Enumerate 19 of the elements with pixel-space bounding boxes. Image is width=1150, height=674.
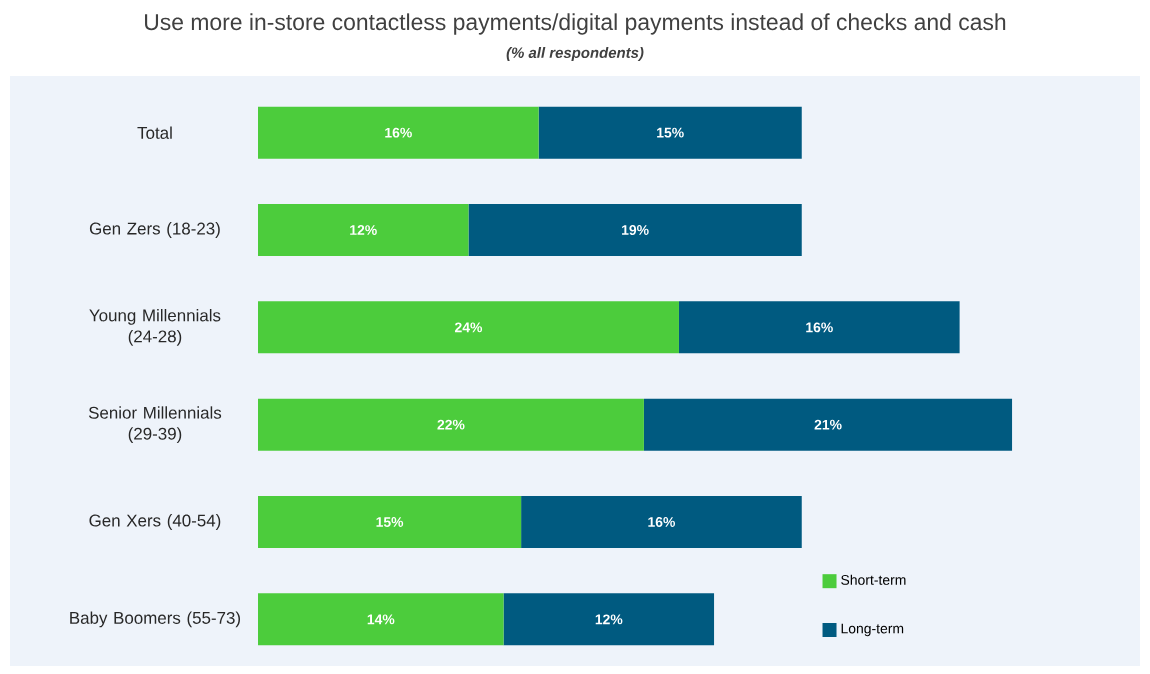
bar xyxy=(258,204,469,257)
bar xyxy=(643,398,1013,451)
bar xyxy=(258,398,644,451)
bar xyxy=(678,301,960,354)
bar xyxy=(258,301,679,354)
bar xyxy=(503,593,715,646)
chart-title: Use more in-store contactless payments/digital payments instead of checks and cash xyxy=(145,13,1006,35)
bar xyxy=(538,106,802,159)
bar xyxy=(468,204,802,257)
y-tick-label: Total xyxy=(137,126,172,139)
y-tick-label: Baby Boomers (55-73) xyxy=(70,611,241,628)
y-tick-label: Gen Zers (18-23) xyxy=(89,222,220,238)
bar xyxy=(258,593,504,646)
y-tick-label: Young Millennials (24-28) xyxy=(89,308,221,346)
y-tick-label: Senior Millennials (29-39) xyxy=(88,406,222,444)
bar xyxy=(258,106,539,159)
bar xyxy=(258,496,522,549)
bar xyxy=(521,496,802,549)
y-tick-label: Gen Xers (40-54) xyxy=(89,514,221,530)
